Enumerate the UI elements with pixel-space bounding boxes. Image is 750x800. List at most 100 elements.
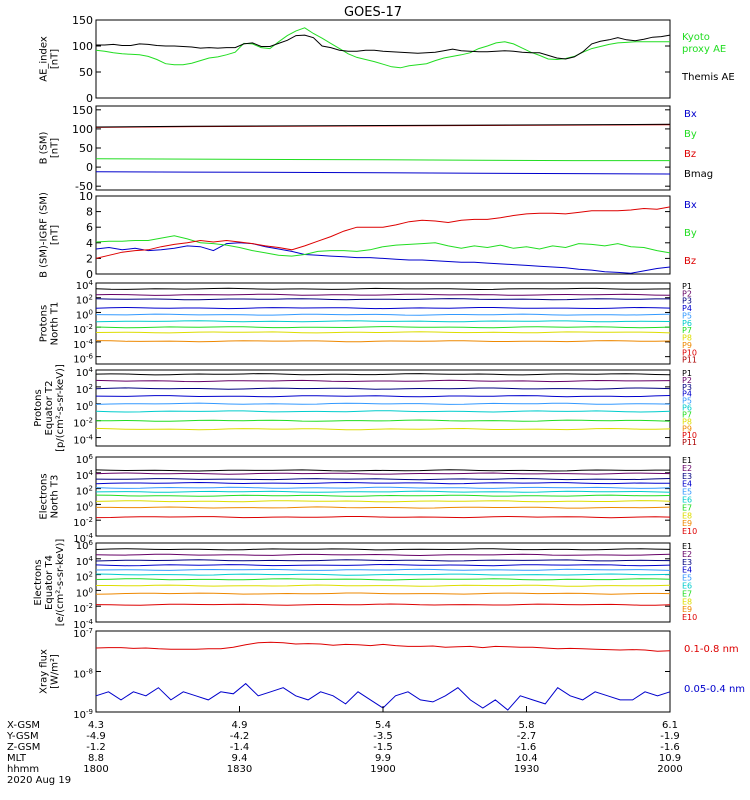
panel-frame	[95, 105, 671, 191]
y-tick-label: 0	[86, 268, 93, 281]
series-line-kyoto-proxy-ae	[95, 27, 670, 69]
panel-bdiff: 10 8 6 4 2 0 B (SM)-IGRF (SM) [nT] Bx By Bz	[39, 190, 697, 281]
series-line-p3	[95, 387, 671, 390]
panel-p2: 104 102 100 10-2 10-4 Protons Equator T2 [p/(cm…	[33, 364, 697, 452]
legend-label: P10	[682, 348, 697, 357]
legend-label: E10	[682, 527, 697, 536]
y-axis-label: AE_index	[39, 36, 50, 82]
legend-label: P3	[682, 383, 692, 392]
y-tick-label: 100	[72, 40, 93, 53]
y-axis-label: North T3	[50, 475, 61, 519]
series-line-p6	[95, 410, 671, 413]
panel-frame	[95, 19, 671, 99]
y-tick-label: 50	[79, 142, 93, 155]
y-tick-label: 10-2	[73, 417, 93, 430]
y-tick-label: 10-9	[73, 708, 93, 721]
legend-label: E9	[682, 605, 692, 614]
series-line-e2	[95, 472, 671, 475]
legend-label: P2	[682, 376, 692, 385]
legend-label: E2	[682, 464, 692, 473]
series-line-p3	[95, 298, 670, 301]
legend-label: E6	[682, 582, 692, 591]
legend-label: P8	[682, 334, 692, 343]
legend-label: P3	[682, 297, 692, 306]
panel-frame	[95, 456, 671, 537]
legend-label: Bx	[684, 109, 697, 120]
legend-label: P4	[682, 304, 692, 313]
y-axis-label: Protons	[33, 389, 44, 426]
series-line-by	[95, 158, 670, 162]
y-tick-label: 10-2	[73, 516, 93, 529]
series-line-e1	[95, 548, 671, 551]
y-tick-label: 10-6	[73, 353, 93, 366]
legend-label: E8	[682, 597, 692, 606]
y-tick-label: 150	[72, 14, 93, 27]
legend-label: E6	[682, 496, 692, 505]
series-line-e4	[95, 481, 671, 485]
series-line-p8	[95, 427, 671, 431]
y-tick-label: 106	[76, 453, 94, 466]
series-line-bmag	[95, 123, 671, 128]
y-tick-label: 0	[86, 161, 93, 174]
series-line-e8	[95, 500, 671, 503]
y-tick-label: 10-7	[73, 627, 93, 640]
y-tick-label: 4	[86, 237, 93, 250]
x-column-value: 1830	[227, 764, 252, 775]
x-column-value: 2000	[657, 764, 682, 775]
legend-label: By	[684, 228, 697, 239]
x-column-value: -4.9	[86, 731, 106, 742]
legend-label: P7	[682, 410, 692, 419]
legend-label: E7	[682, 503, 692, 512]
y-tick-label: 102	[76, 383, 93, 396]
series-line-p6	[95, 320, 671, 323]
x-row-label: 2020 Aug 19	[7, 775, 71, 786]
x-column-value: 10.4	[515, 753, 537, 764]
legend-label: P5	[682, 311, 692, 320]
legend-label: P11	[682, 438, 697, 447]
x-column-value: 4.3	[88, 720, 104, 731]
x-row-label: hhmm	[7, 764, 39, 775]
y-tick-label: -50	[75, 180, 93, 193]
x-column-value: -1.5	[373, 742, 393, 753]
legend-label: Themis AE	[681, 72, 735, 83]
series-line-e9	[96, 506, 671, 509]
legend-label: E10	[682, 613, 697, 622]
legend-label: P1	[682, 282, 692, 291]
series-line-0-1-0-8-nm	[95, 641, 671, 652]
y-axis-label: Equator T4	[44, 555, 55, 610]
series-line-p9	[95, 340, 671, 343]
x-column-value: -1.9	[660, 731, 680, 742]
x-column-value: -1.6	[517, 742, 537, 753]
legend-label: E2	[682, 550, 692, 559]
legend-label: P9	[682, 424, 692, 433]
legend-label: E5	[682, 574, 692, 583]
legend-label: E7	[682, 589, 692, 598]
x-column-value: -2.7	[517, 731, 537, 742]
x-column-value: 5.8	[519, 720, 535, 731]
y-tick-label: 10-2	[73, 602, 93, 615]
series-line-e7	[95, 494, 671, 497]
y-tick-label: 0	[86, 92, 93, 105]
x-column-value: 10.9	[659, 753, 681, 764]
y-axis-label: Equator T2	[44, 381, 55, 436]
y-tick-label: 10-4	[73, 434, 93, 447]
legend-label: P9	[682, 341, 692, 350]
y-tick-label: 102	[76, 571, 93, 584]
y-tick-label: 8	[86, 206, 93, 219]
legend-label: E1	[682, 456, 692, 465]
series-line-bx	[95, 242, 671, 274]
y-tick-label: 10	[79, 190, 93, 203]
legend-label: E3	[682, 472, 692, 481]
y-axis-label: Electrons	[33, 559, 44, 605]
series-line-e9	[95, 592, 671, 595]
x-column-value: -4.2	[230, 731, 250, 742]
y-axis-label: B (SM)	[39, 131, 50, 164]
legend-label: P2	[682, 289, 692, 298]
series-line-e1	[95, 469, 670, 472]
series-line-e10	[95, 515, 671, 519]
series-line-p4	[95, 306, 671, 310]
panel-frame	[95, 195, 671, 275]
legend-label: Bx	[684, 200, 697, 211]
